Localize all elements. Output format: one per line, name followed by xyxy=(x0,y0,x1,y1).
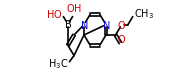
Text: $\mathregular{OH}$: $\mathregular{OH}$ xyxy=(66,2,82,14)
Text: $\mathregular{CH_3}$: $\mathregular{CH_3}$ xyxy=(134,7,154,21)
Text: $\mathregular{O}$: $\mathregular{O}$ xyxy=(117,19,126,31)
Text: $\mathregular{O}$: $\mathregular{O}$ xyxy=(117,33,126,45)
Text: $\mathregular{HO}$: $\mathregular{HO}$ xyxy=(46,8,62,20)
Text: $\mathregular{B}$: $\mathregular{B}$ xyxy=(64,18,72,30)
Text: $\mathregular{N}$: $\mathregular{N}$ xyxy=(80,19,88,31)
Text: $\mathregular{H_3C}$: $\mathregular{H_3C}$ xyxy=(48,57,68,71)
Text: $\mathregular{N}$: $\mathregular{N}$ xyxy=(102,19,110,31)
